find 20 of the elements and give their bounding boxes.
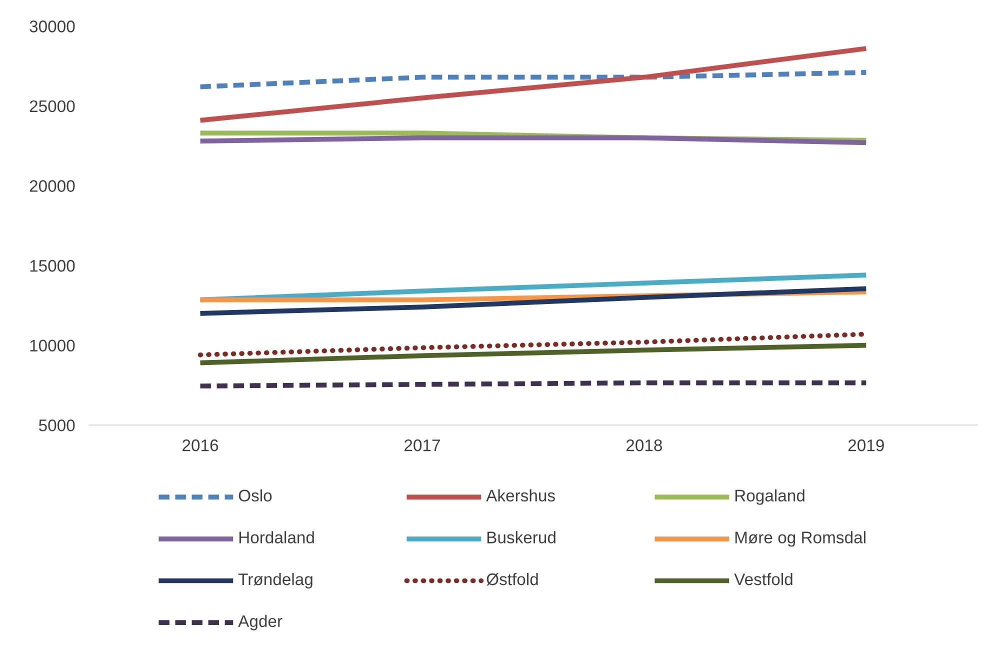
legend-label: Østfold bbox=[486, 572, 538, 586]
legend-label: Hordaland bbox=[239, 531, 314, 544]
legend-label: Rogaland bbox=[735, 489, 804, 505]
legend-label: Agder bbox=[238, 614, 282, 630]
y-tick-label: 30000 bbox=[30, 20, 75, 32]
x-tick-label: 2017 bbox=[404, 439, 440, 452]
legend-label: Buskerud bbox=[487, 531, 556, 544]
legend-label: Møre og Romsdal bbox=[735, 531, 866, 547]
y-tick-label: 15000 bbox=[30, 260, 75, 272]
y-tick-label: 25000 bbox=[30, 100, 75, 112]
y-tick-label: 5000 bbox=[38, 420, 75, 432]
y-tick-label: 10000 bbox=[30, 340, 75, 352]
x-tick-label: 2016 bbox=[182, 439, 218, 452]
x-tick-label: 2018 bbox=[626, 439, 662, 452]
legend-label: Trøndelag bbox=[238, 572, 312, 589]
x-tick-label: 2019 bbox=[848, 439, 884, 452]
y-tick-label: 20000 bbox=[30, 180, 75, 192]
legend-label: Oslo bbox=[238, 489, 272, 502]
legend-label: Vestfold bbox=[734, 572, 792, 586]
legend-label: Akershus bbox=[486, 489, 555, 502]
